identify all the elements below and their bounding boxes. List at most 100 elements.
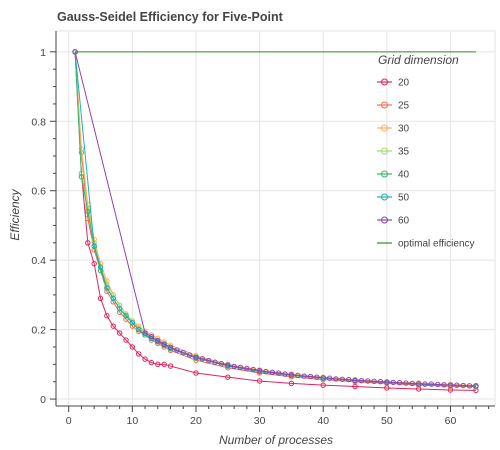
data-point — [129, 344, 136, 350]
x-tick-label: 50 — [381, 415, 393, 427]
data-point — [110, 323, 116, 329]
series-line — [74, 51, 476, 387]
x-tick-label: 30 — [254, 415, 266, 427]
data-point — [307, 373, 314, 380]
legend-swatch-marker — [381, 216, 388, 224]
series-30 — [72, 49, 479, 389]
data-point — [466, 383, 473, 389]
legend-swatch-marker — [381, 147, 388, 155]
data-point — [269, 369, 276, 376]
data-point — [301, 373, 307, 379]
series-line — [74, 51, 476, 387]
series-40 — [72, 49, 479, 389]
x-tick-label: 40 — [317, 415, 329, 427]
data-point — [193, 370, 199, 376]
legend-item: 30 — [377, 124, 410, 135]
data-point — [85, 240, 91, 246]
y-axis-label: Efficiency — [8, 188, 22, 240]
data-point — [409, 380, 415, 387]
data-point — [91, 243, 97, 249]
legend-label: 50 — [398, 193, 410, 204]
legend-item: optimal efficiency — [377, 239, 475, 250]
legend-item: 35 — [377, 147, 410, 158]
data-point — [110, 295, 116, 302]
legend-swatch-marker — [381, 101, 388, 109]
legend: Grid dimension 20 25 30 35 40 50 60 optimal eff… — [377, 53, 475, 250]
data-point — [256, 378, 263, 384]
data-point — [403, 380, 409, 386]
data-point — [365, 378, 371, 384]
data-point — [333, 376, 339, 382]
data-point — [85, 208, 91, 215]
data-point — [199, 356, 206, 362]
data-point — [116, 330, 123, 336]
y-tick-label: 0.2 — [31, 325, 46, 337]
data-point — [148, 333, 155, 340]
series-50 — [72, 49, 479, 389]
data-point — [275, 370, 282, 376]
data-point — [473, 383, 479, 389]
data-point — [97, 264, 104, 270]
data-point — [225, 362, 231, 368]
series-20 — [72, 49, 479, 394]
data-point — [371, 378, 377, 385]
data-point — [326, 375, 333, 381]
data-point — [148, 359, 155, 366]
data-point — [396, 380, 403, 386]
data-point — [390, 379, 396, 386]
legend-label: 30 — [398, 124, 410, 135]
data-point — [339, 376, 346, 382]
legend-item: 20 — [377, 78, 410, 89]
y-tick-label: 0.4 — [31, 255, 46, 267]
legend-label: 20 — [398, 78, 410, 89]
data-point — [129, 319, 136, 326]
data-point — [320, 382, 326, 388]
y-tick-label: 0 — [40, 394, 46, 406]
data-point — [422, 381, 428, 387]
series-60 — [72, 49, 479, 389]
data-point — [428, 381, 435, 387]
data-point — [97, 295, 104, 302]
data-point — [136, 326, 142, 333]
legend-title: Grid dimension — [378, 53, 459, 67]
data-point — [116, 306, 123, 312]
y-tick-label: 0.8 — [31, 116, 46, 128]
data-point — [123, 313, 129, 319]
data-series — [72, 49, 479, 394]
data-point — [250, 366, 256, 373]
data-point — [225, 374, 231, 380]
data-point — [116, 309, 123, 315]
data-point — [180, 349, 186, 356]
series-line — [74, 51, 476, 387]
legend-label: 60 — [398, 216, 410, 227]
data-point — [314, 374, 320, 380]
plot-area-border — [55, 30, 496, 407]
x-tick-label: 10 — [127, 415, 139, 427]
x-tick-label: 20 — [190, 415, 202, 427]
legend-swatch-marker — [381, 170, 388, 178]
data-point — [237, 364, 244, 371]
data-point — [161, 361, 167, 368]
data-point — [460, 382, 466, 389]
data-point — [167, 344, 174, 351]
data-point — [142, 330, 148, 336]
legend-swatch-marker — [381, 124, 388, 132]
data-point — [174, 347, 180, 353]
data-point — [142, 356, 148, 362]
data-point — [205, 357, 212, 364]
legend-swatch-marker — [381, 193, 388, 201]
series-line — [74, 51, 476, 387]
x-tick-label: 0 — [66, 415, 72, 427]
data-point — [263, 368, 269, 375]
data-point — [123, 316, 129, 322]
data-point — [415, 381, 422, 387]
data-point — [212, 359, 218, 365]
y-tick-label: 0.6 — [31, 186, 46, 198]
legend-item: 40 — [377, 170, 410, 181]
series-35 — [72, 49, 479, 389]
data-point — [288, 380, 295, 387]
data-point — [104, 285, 110, 291]
data-point — [447, 382, 454, 388]
data-point — [193, 354, 199, 360]
